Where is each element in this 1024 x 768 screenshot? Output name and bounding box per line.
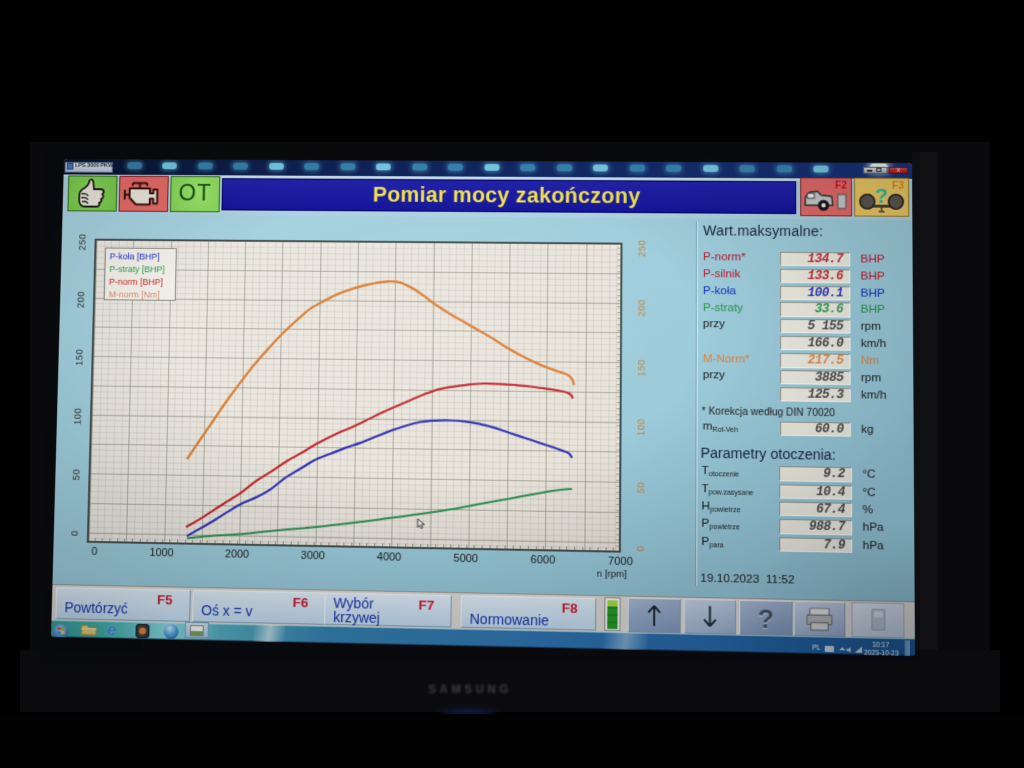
svg-text:?: ? <box>875 185 888 208</box>
